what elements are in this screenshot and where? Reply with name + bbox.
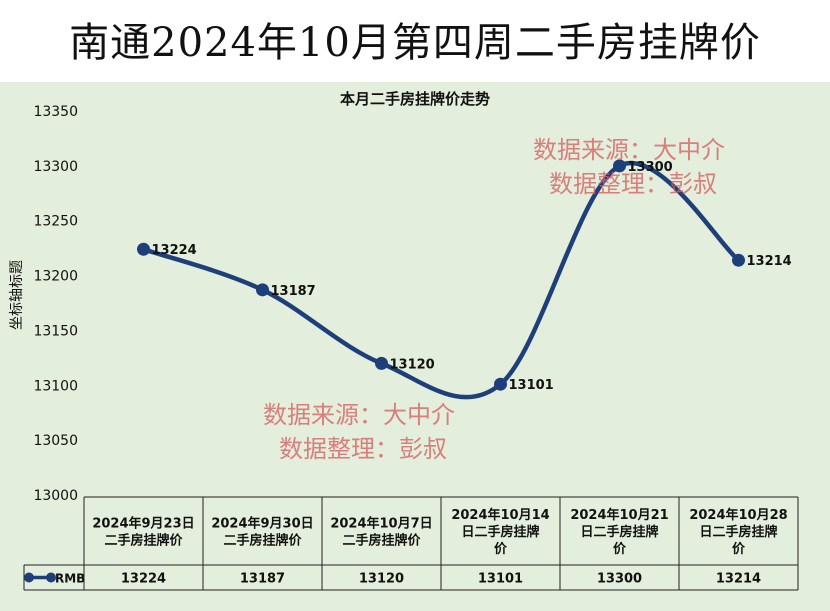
data-label: 13101 — [509, 378, 554, 393]
watermark-source: 数据来源：大中介 — [263, 401, 455, 429]
data-label: 13187 — [271, 284, 316, 299]
data-labels: 13224 13187 13120 13101 13300 13214 — [152, 160, 792, 393]
y-tick-label: 13000 — [33, 488, 78, 504]
table-value-cell: 13120 — [359, 572, 404, 587]
table-value-cell: 13187 — [240, 572, 285, 587]
y-tick-label: 13350 — [33, 104, 78, 120]
y-tick-label: 13250 — [33, 214, 78, 230]
y-tick-label: 13300 — [33, 159, 78, 175]
category-label: 2024年10月7日二手房挂牌价 — [330, 516, 432, 549]
category-label: 2024年10月28 日二手房挂牌价 — [689, 507, 787, 557]
category-label: 2024年10月14 日二手房挂牌价 — [451, 507, 549, 557]
data-point — [375, 356, 388, 370]
data-point — [256, 283, 269, 297]
data-table: 2024年9月23日二手房挂牌价 2024年9月30日二手房挂牌价 2024年10月… — [23, 496, 799, 591]
data-label: 13214 — [747, 254, 792, 269]
data-label: 13224 — [152, 243, 197, 258]
data-label: 13300 — [628, 160, 673, 175]
legend-marker — [46, 572, 56, 583]
table-value-cell: 13214 — [716, 572, 761, 587]
category-label: 2024年9月23日二手房挂牌价 — [92, 516, 194, 549]
data-point — [137, 242, 150, 256]
watermark-author: 数据整理：彭叔 — [279, 435, 447, 463]
y-axis-ticks: 13000 13050 13100 13150 13200 13250 13300 13350 — [33, 104, 78, 504]
page-title: 南通2024年10月第四周二手房挂牌价 — [69, 20, 761, 66]
chart-panel — [0, 82, 830, 611]
table-value-cell: 13224 — [121, 572, 166, 587]
header: 南通2024年10月第四周二手房挂牌价 — [0, 0, 830, 82]
table-value-cell: 13101 — [478, 572, 523, 587]
legend-marker — [24, 572, 34, 583]
table-value-cell: 13300 — [597, 572, 642, 587]
data-point — [613, 159, 626, 173]
series-points — [137, 159, 745, 391]
legend-label: RMB — [55, 572, 85, 586]
watermark-top-right: 数据来源：大中介 数据整理：彭叔 — [533, 133, 725, 201]
chart-title: 本月二手房挂牌价走势 — [340, 90, 490, 108]
y-tick-label: 13100 — [33, 378, 78, 394]
watermark-source: 数据来源：大中介 — [533, 136, 725, 164]
y-axis-title: 坐标轴标题 — [9, 260, 25, 330]
watermark-author: 数据整理：彭叔 — [549, 170, 717, 198]
y-tick-label: 13050 — [33, 433, 78, 449]
data-point — [732, 253, 745, 267]
data-label: 13120 — [390, 357, 435, 372]
y-tick-label: 13200 — [33, 269, 78, 285]
data-point — [494, 377, 507, 391]
category-label: 2024年9月30日二手房挂牌价 — [211, 516, 313, 549]
category-label: 2024年10月21 日二手房挂牌价 — [570, 507, 668, 557]
watermark-middle: 数据来源：大中介 数据整理：彭叔 — [263, 398, 455, 466]
y-tick-label: 13150 — [33, 323, 78, 339]
